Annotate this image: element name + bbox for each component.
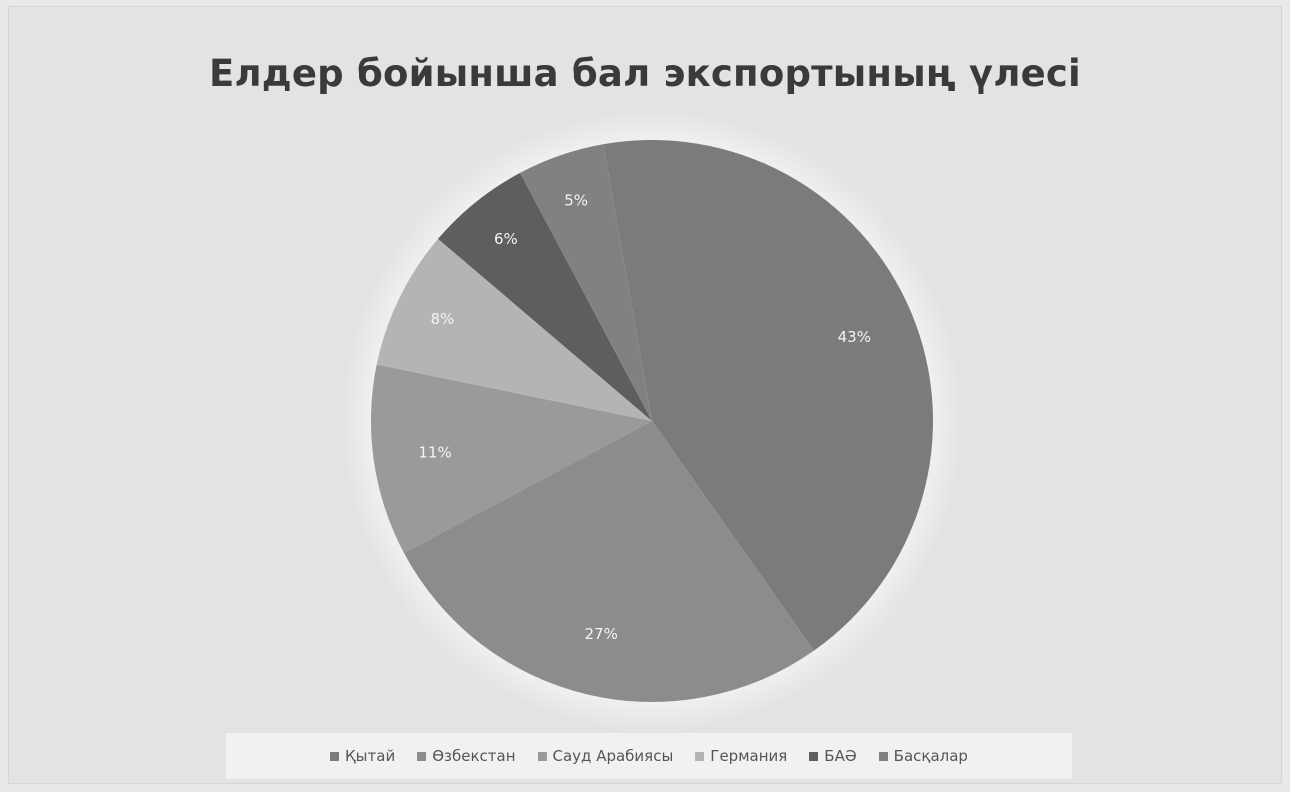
legend-label: БАӘ (824, 747, 857, 765)
legend-item: Басқалар (878, 747, 968, 765)
legend-item: БАӘ (809, 747, 857, 765)
pie-slice (603, 139, 934, 651)
legend-item: Өзбекстан (417, 747, 516, 765)
pie-slice (438, 172, 652, 421)
legend-swatch (537, 751, 547, 761)
legend-label: Қытай (345, 747, 396, 765)
legend-label: Германия (710, 747, 788, 765)
legend-swatch (695, 751, 705, 761)
legend-label: Басқалар (893, 747, 968, 765)
slice-label: 6% (494, 230, 518, 248)
slice-label: 27% (585, 625, 618, 643)
pie-slice (371, 364, 652, 553)
legend-item: Германия (695, 747, 787, 765)
pie-slice (376, 238, 652, 421)
pie-slice (520, 144, 652, 421)
legend-label: Өзбекстан (432, 747, 516, 765)
legend-swatch (809, 751, 819, 761)
legend-swatch (417, 751, 427, 761)
legend-item: Қытай (330, 747, 395, 765)
slice-label: 5% (564, 192, 588, 210)
pie-slice (403, 421, 814, 703)
legend-item: Сауд Арабиясы (537, 747, 674, 765)
legend-swatch (330, 751, 340, 761)
slice-label: 8% (431, 310, 455, 328)
legend-label: Сауд Арабиясы (552, 747, 674, 765)
slice-label: 11% (418, 443, 451, 461)
chart-legend: Қытай Өзбекстан Сауд Арабиясы Германия БАӘ Ба… (226, 733, 1072, 779)
slice-label: 43% (838, 328, 871, 346)
chart-title: Елдер бойынша бал экспортының үлесі (209, 52, 1081, 95)
legend-swatch (878, 751, 888, 761)
